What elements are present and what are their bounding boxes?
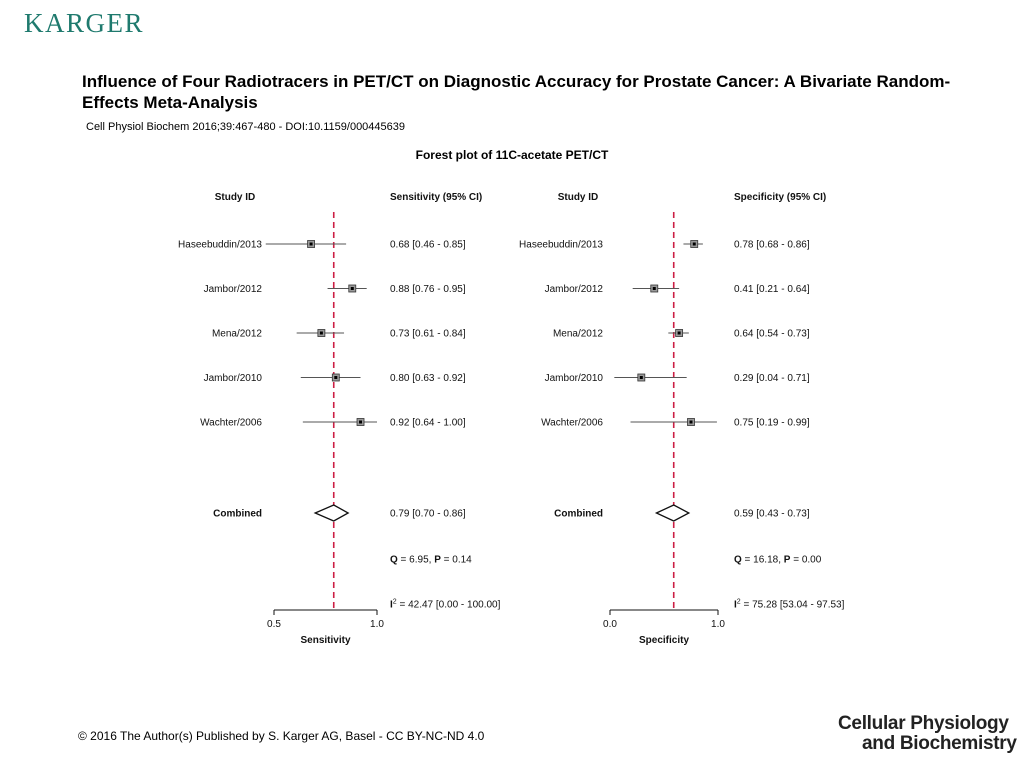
figure-title: Forest plot of 11C-acetate PET/CT <box>415 148 609 162</box>
publisher-logo: KARGER <box>24 8 145 38</box>
journal-logo-line1: Cellular Physiology <box>838 713 1009 734</box>
study-label: Jambor/2012 <box>545 284 604 295</box>
stat-part: = 16.18, <box>742 555 784 566</box>
stat-part: I <box>390 600 393 611</box>
heterogeneity-q-stat: Q = 16.18, P = 0.00 <box>734 555 822 566</box>
x-axis-title: Sensitivity <box>300 635 350 646</box>
study-estimate-text: 0.73 [0.61 - 0.84] <box>390 329 466 340</box>
study-id-header: Study ID <box>558 192 599 203</box>
x-axis-tick-label: 0.0 <box>603 619 617 630</box>
point-estimate-dot <box>652 287 656 290</box>
article-citation: Cell Physiol Biochem 2016;39:467-480 - D… <box>86 121 406 133</box>
heterogeneity-i2-stat: I2 = 42.47 [0.00 - 100.00] <box>390 599 501 611</box>
x-axis-tick-label: 1.0 <box>370 619 384 630</box>
study-label: Jambor/2012 <box>204 284 263 295</box>
study-label: Jambor/2010 <box>204 373 263 384</box>
point-estimate-dot <box>350 287 354 290</box>
x-axis-tick-label: 0.5 <box>267 619 281 630</box>
combined-label: Combined <box>554 509 603 520</box>
stat-part: Q <box>390 555 398 566</box>
study-label: Haseebuddin/2013 <box>519 240 603 251</box>
study-estimate-text: 0.41 [0.21 - 0.64] <box>734 284 810 295</box>
x-axis-tick-label: 1.0 <box>711 619 725 630</box>
stat-part: = 0.14 <box>441 555 472 566</box>
study-estimate-text: 0.64 [0.54 - 0.73] <box>734 329 810 340</box>
point-estimate-dot <box>677 331 681 335</box>
point-estimate-dot <box>692 242 696 246</box>
point-estimate-dot <box>309 242 313 246</box>
estimate-header: Sensitivity (95% CI) <box>390 192 482 203</box>
x-axis-title: Specificity <box>639 635 689 646</box>
stat-part: 2 <box>393 599 397 606</box>
stat-part: Q <box>734 555 742 566</box>
study-label: Wachter/2006 <box>200 418 262 429</box>
study-estimate-text: 0.78 [0.68 - 0.86] <box>734 240 810 251</box>
study-estimate-text: 0.75 [0.19 - 0.99] <box>734 418 810 429</box>
stat-part: = 6.95, <box>398 555 434 566</box>
combined-estimate-text: 0.59 [0.43 - 0.73] <box>734 509 810 520</box>
point-estimate-dot <box>689 420 693 424</box>
copyright-notice: © 2016 The Author(s) Published by S. Kar… <box>78 729 485 743</box>
stat-part: = 0.00 <box>790 555 821 566</box>
heterogeneity-i2-stat: I2 = 75.28 [53.04 - 97.53] <box>734 599 845 611</box>
study-label: Mena/2012 <box>212 329 262 340</box>
stat-part: 2 <box>737 599 741 606</box>
study-estimate-text: 0.88 [0.76 - 0.95] <box>390 284 466 295</box>
heterogeneity-q-stat: Q = 6.95, P = 0.14 <box>390 555 472 566</box>
article-title: Influence of Four Radiotracers in PET/CT… <box>82 72 951 112</box>
study-estimate-text: 0.92 [0.64 - 1.00] <box>390 418 466 429</box>
journal-logo: Cellular Physiology and Biochemistry <box>838 714 1017 754</box>
combined-diamond <box>313 504 350 522</box>
combined-diamond <box>654 504 691 522</box>
estimate-header: Specificity (95% CI) <box>734 192 826 203</box>
study-label: Wachter/2006 <box>541 418 603 429</box>
point-estimate-dot <box>359 420 363 424</box>
combined-label: Combined <box>213 509 262 520</box>
study-label: Haseebuddin/2013 <box>178 240 262 251</box>
journal-logo-line2: and Biochemistry <box>862 733 1017 754</box>
stat-part: = 42.47 [0.00 - 100.00] <box>397 600 501 611</box>
study-estimate-text: 0.68 [0.46 - 0.85] <box>390 240 466 251</box>
study-estimate-text: 0.29 [0.04 - 0.71] <box>734 373 810 384</box>
stat-part: P <box>784 555 791 566</box>
combined-estimate-text: 0.79 [0.70 - 0.86] <box>390 509 466 520</box>
stat-part: I <box>734 600 737 611</box>
study-label: Jambor/2010 <box>545 373 604 384</box>
study-id-header: Study ID <box>215 192 256 203</box>
point-estimate-dot <box>639 376 643 379</box>
point-estimate-dot <box>334 376 338 379</box>
study-label: Mena/2012 <box>553 329 603 340</box>
point-estimate-dot <box>319 331 323 335</box>
stat-part: = 75.28 [53.04 - 97.53] <box>741 600 845 611</box>
study-estimate-text: 0.80 [0.63 - 0.92] <box>390 373 466 384</box>
stat-part: P <box>434 555 441 566</box>
